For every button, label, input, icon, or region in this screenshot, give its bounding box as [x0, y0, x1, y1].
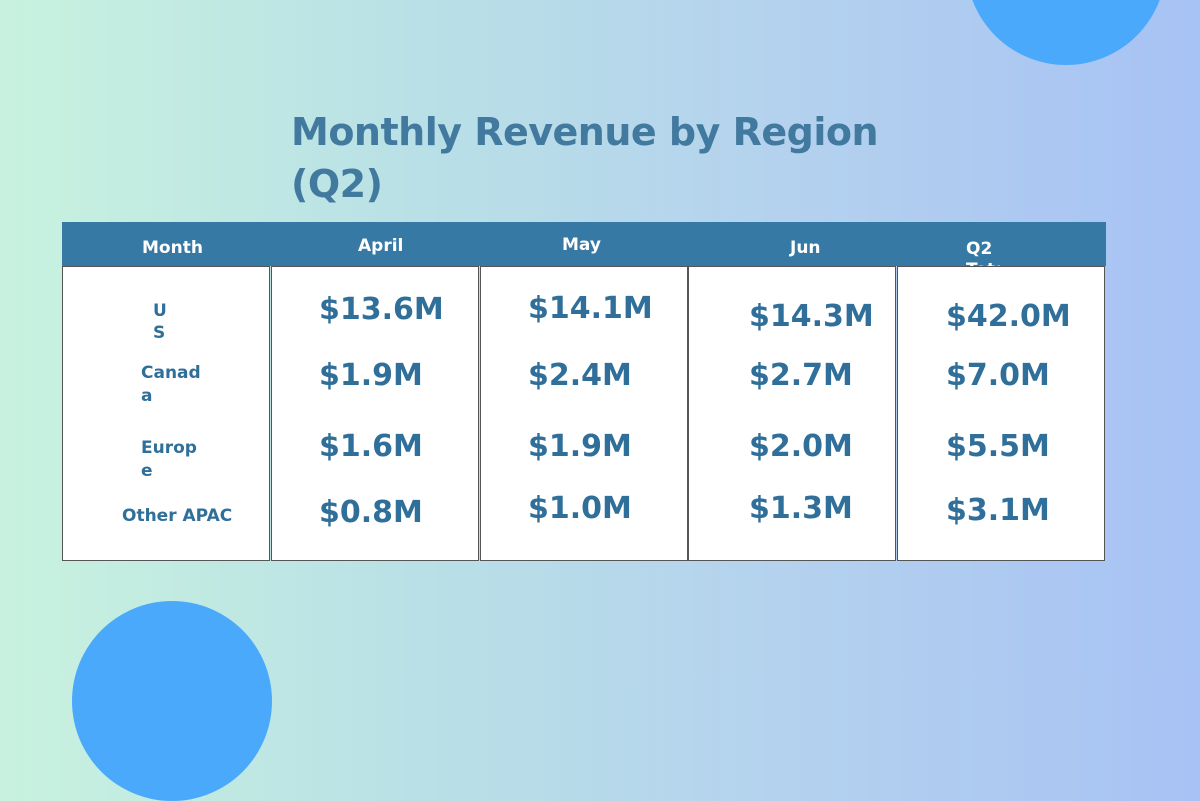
column-jun: $14.3M $2.7M $2.0M $1.3M [688, 266, 896, 561]
cell-us-may: $14.1M [528, 291, 653, 326]
column-april: $13.6M $1.9M $1.6M $0.8M [271, 266, 479, 561]
cell-europe-april: $1.6M [319, 429, 423, 464]
cell-canada-may: $2.4M [528, 358, 632, 393]
cell-other-apac-jun: $1.3M [749, 491, 853, 526]
header-april: April [358, 236, 404, 256]
row-label-other-apac: Other APAC [122, 506, 233, 526]
decorative-circle-bottom [72, 601, 272, 801]
decorative-circle-top [966, 0, 1166, 65]
cell-europe-may: $1.9M [528, 429, 632, 464]
cell-canada-jun: $2.7M [749, 358, 853, 393]
cell-canada-april: $1.9M [319, 358, 423, 393]
row-label-europe: Europ e [141, 438, 197, 481]
header-jun: Jun [790, 238, 821, 258]
cell-other-apac-may: $1.0M [528, 491, 632, 526]
cell-us-april: $13.6M [319, 292, 444, 327]
cell-europe-jun: $2.0M [749, 429, 853, 464]
cell-us-jun: $14.3M [749, 299, 874, 334]
cell-other-apac-april: $0.8M [319, 495, 423, 530]
cell-other-apac-q2: $3.1M [946, 493, 1050, 528]
cell-us-q2: $42.0M [946, 299, 1071, 334]
slide-title: Monthly Revenue by Region (Q2) [291, 106, 891, 210]
column-q2-total: $42.0M $7.0M $5.5M $3.1M [897, 266, 1105, 561]
slide-title-line-2: (Q2) [291, 162, 383, 206]
table-header: Month April May Jun Q2 Total [62, 222, 1106, 266]
row-label-canada: Canad a [141, 363, 201, 406]
slide-title-line-1: Monthly Revenue by Region [291, 110, 879, 154]
cell-canada-q2: $7.0M [946, 358, 1050, 393]
column-may: $14.1M $2.4M $1.9M $1.0M [480, 266, 688, 561]
header-may: May [562, 235, 601, 255]
cell-europe-q2: $5.5M [946, 429, 1050, 464]
header-q2-total: Q2 Total [966, 239, 1000, 266]
header-month: Month [142, 238, 203, 258]
